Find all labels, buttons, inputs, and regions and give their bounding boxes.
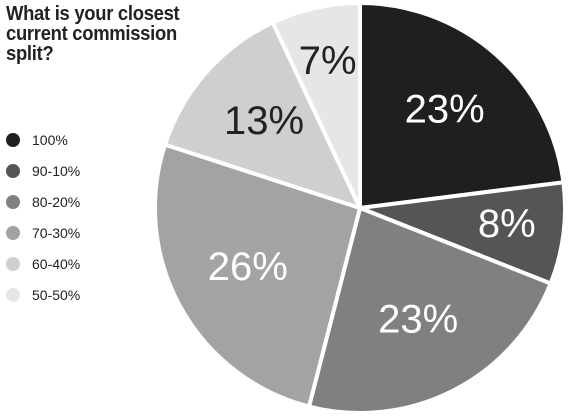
chart-title: What is your closest current commission … <box>6 3 180 65</box>
legend-swatch <box>6 132 20 147</box>
pie-slice-5 <box>163 20 362 210</box>
slice-label-4: 26% <box>208 245 288 289</box>
legend-swatch <box>6 194 20 209</box>
slice-label-2: 8% <box>478 202 536 246</box>
pie-slice-1 <box>358 1 566 210</box>
slice-label-3: 23% <box>378 298 458 342</box>
legend-label: 100% <box>32 131 68 148</box>
legend-label: 80-20% <box>32 193 81 210</box>
legend-item: 90-10% <box>6 155 80 186</box>
legend-swatch <box>6 256 20 271</box>
legend: 100% 90-10% 80-20% 70-30% 60-40% 50-50% <box>6 124 80 310</box>
slice-label-1: 23% <box>405 88 485 132</box>
legend-swatch <box>6 287 20 302</box>
legend-item: 50-50% <box>6 279 80 310</box>
legend-label: 50-50% <box>32 286 81 303</box>
legend-item: 80-20% <box>6 186 80 217</box>
legend-item: 100% <box>6 124 80 155</box>
pie-slice-3 <box>307 206 553 415</box>
pie-slice-4 <box>153 142 362 409</box>
legend-item: 60-40% <box>6 248 80 279</box>
legend-label: 70-30% <box>32 224 81 241</box>
pie-slice-6 <box>270 1 362 210</box>
legend-label: 60-40% <box>32 255 81 272</box>
legend-item: 70-30% <box>6 217 80 248</box>
legend-swatch <box>6 163 20 178</box>
slice-label-5: 13% <box>224 99 304 143</box>
slice-label-6: 7% <box>299 39 357 83</box>
legend-label: 90-10% <box>32 162 81 179</box>
legend-swatch <box>6 225 20 240</box>
